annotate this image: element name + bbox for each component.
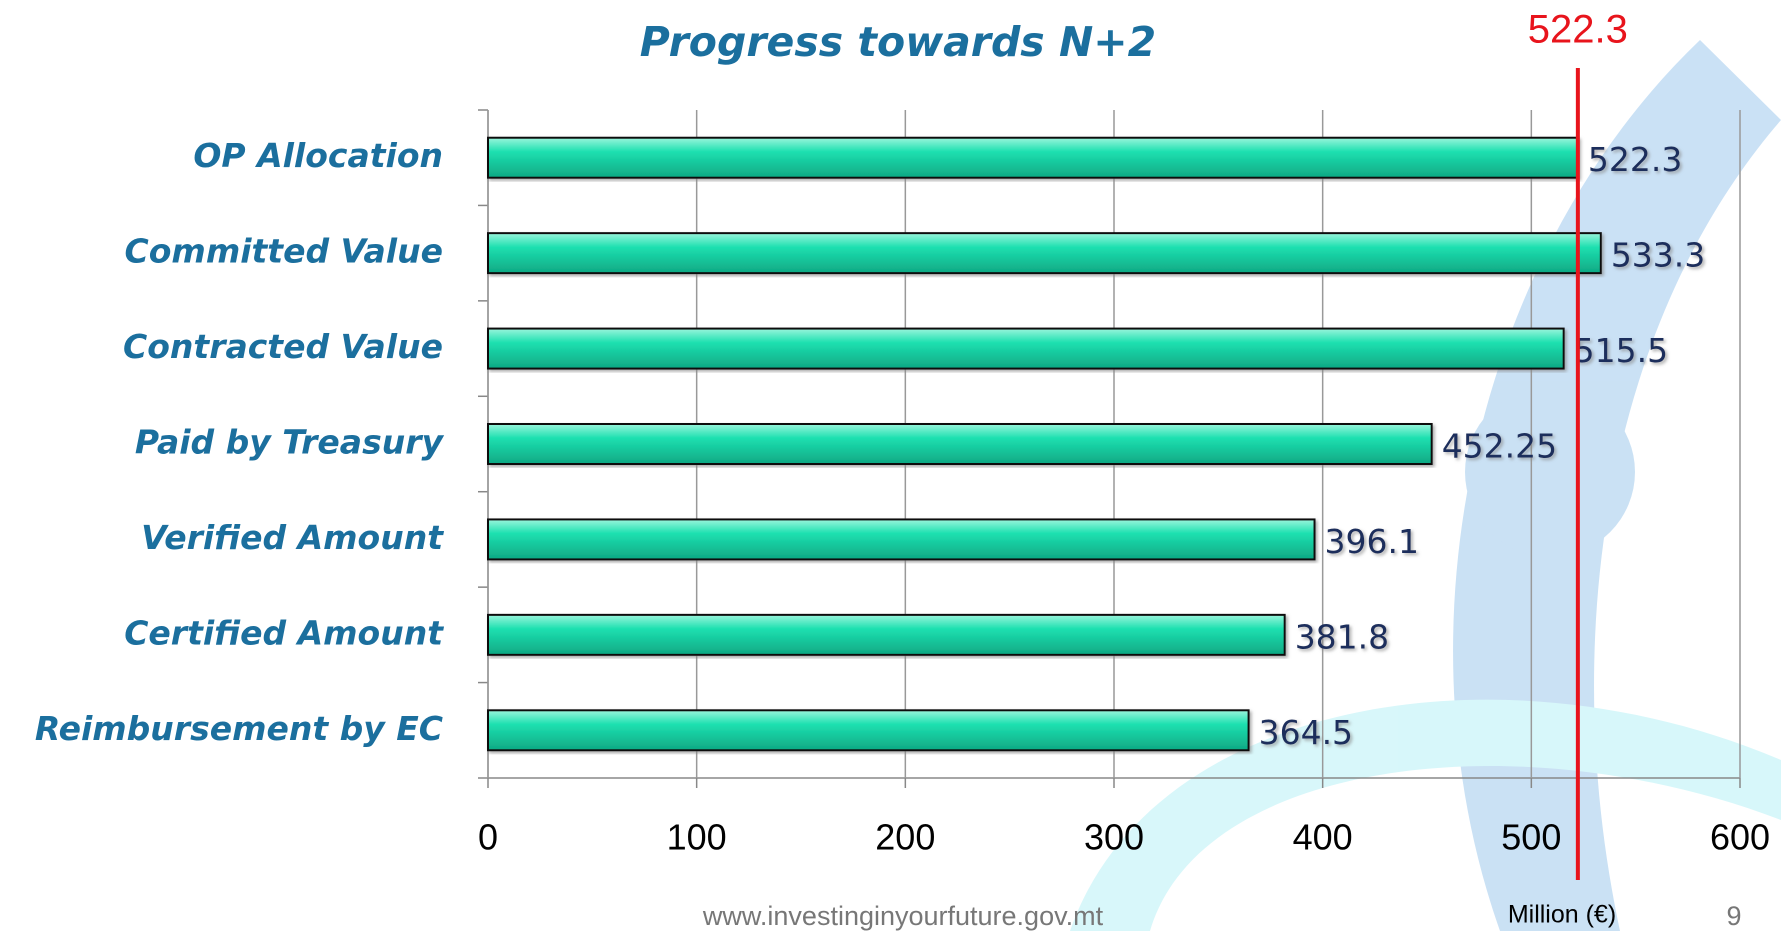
x-tick-label: 500 xyxy=(1501,817,1561,858)
x-tick-label: 100 xyxy=(667,817,727,858)
reference-label: 522.3 xyxy=(1528,8,1628,52)
y-tick-label: Paid by Treasury xyxy=(135,423,445,462)
footer-url: www.investinginyourfuture.gov.mt xyxy=(702,901,1104,931)
data-label: 452.25 xyxy=(1442,427,1557,466)
x-tick-label: 200 xyxy=(875,817,935,858)
y-tick-label: Certified Amount xyxy=(124,613,444,652)
slide: Progress towards N+2 Million (€) www.inv… xyxy=(0,0,1781,931)
data-label: 381.8 xyxy=(1295,617,1389,656)
y-tick-label: Committed Value xyxy=(125,232,443,271)
bar xyxy=(488,519,1315,559)
y-tick-label: Verified Amount xyxy=(141,518,444,557)
y-tick-label: Reimbursement by EC xyxy=(35,709,443,748)
bar xyxy=(488,424,1432,464)
bar xyxy=(488,615,1285,655)
data-label: 522.3 xyxy=(1588,140,1682,179)
data-label: 515.5 xyxy=(1574,331,1668,370)
y-tick-label: Contracted Value xyxy=(123,327,443,366)
bar xyxy=(488,233,1601,273)
x-tick-label: 300 xyxy=(1084,817,1144,858)
data-label: 364.5 xyxy=(1259,713,1353,752)
y-tick-label: OP Allocation xyxy=(193,136,443,175)
bar xyxy=(488,710,1249,750)
x-tick-label: 0 xyxy=(478,817,498,858)
page-number: 9 xyxy=(1726,901,1741,931)
data-label: 533.3 xyxy=(1611,236,1705,275)
x-axis-label: Million (€) xyxy=(1508,901,1616,929)
x-tick-label: 600 xyxy=(1710,817,1770,858)
bar xyxy=(488,329,1564,369)
chart-title: Progress towards N+2 xyxy=(640,18,1156,66)
bar xyxy=(488,138,1578,178)
data-label: 396.1 xyxy=(1325,522,1419,561)
x-tick-label: 400 xyxy=(1293,817,1353,858)
